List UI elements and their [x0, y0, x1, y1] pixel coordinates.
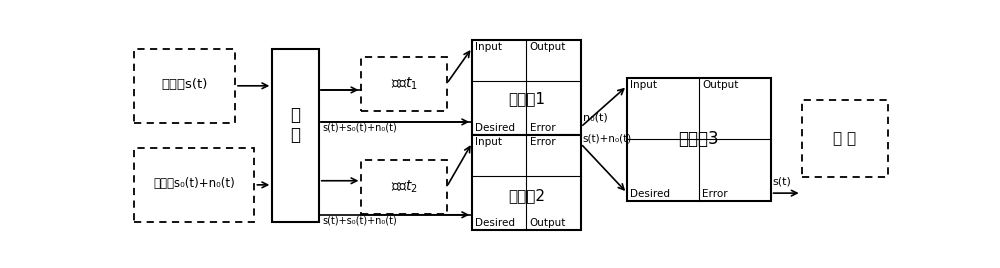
Text: 信号：s(t): 信号：s(t) [161, 78, 208, 91]
Text: Input: Input [475, 137, 502, 147]
Text: n₀(t): n₀(t) [583, 113, 608, 123]
Text: 延迟$t_1$: 延迟$t_1$ [391, 76, 417, 92]
Text: Output: Output [530, 43, 566, 53]
Bar [134, 148, 254, 222]
Text: 滤波器2: 滤波器2 [508, 188, 545, 203]
Text: s(t): s(t) [773, 177, 792, 187]
Text: Error: Error [530, 137, 555, 147]
Text: 信
道: 信 道 [290, 106, 300, 144]
Text: Desired: Desired [630, 189, 670, 199]
Text: Desired: Desired [475, 218, 515, 228]
Text: 滤波器3: 滤波器3 [678, 131, 719, 148]
Text: Input: Input [630, 80, 657, 90]
Bar [472, 40, 581, 135]
Bar [472, 135, 581, 230]
Text: s(t)+s₀(t)+n₀(t): s(t)+s₀(t)+n₀(t) [323, 216, 397, 226]
Text: 延迟$t_2$: 延迟$t_2$ [391, 179, 417, 195]
Bar [272, 49, 319, 222]
Text: Error: Error [530, 123, 555, 133]
Text: 滤波器1: 滤波器1 [508, 91, 545, 106]
Bar [361, 160, 447, 214]
Bar [627, 77, 771, 201]
Text: Input: Input [475, 43, 502, 53]
Text: s(t)+s₀(t)+n₀(t): s(t)+s₀(t)+n₀(t) [323, 123, 397, 133]
Bar [802, 100, 888, 177]
Text: Desired: Desired [475, 123, 515, 133]
Text: 信 宿: 信 宿 [833, 131, 857, 146]
Text: 噪声：s₀(t)+n₀(t): 噪声：s₀(t)+n₀(t) [154, 177, 236, 190]
Text: Output: Output [530, 218, 566, 228]
Bar [134, 49, 235, 123]
Text: Error: Error [702, 189, 728, 199]
Bar [361, 57, 447, 111]
Text: s(t)+n₀(t): s(t)+n₀(t) [582, 133, 632, 143]
Text: Output: Output [702, 80, 738, 90]
